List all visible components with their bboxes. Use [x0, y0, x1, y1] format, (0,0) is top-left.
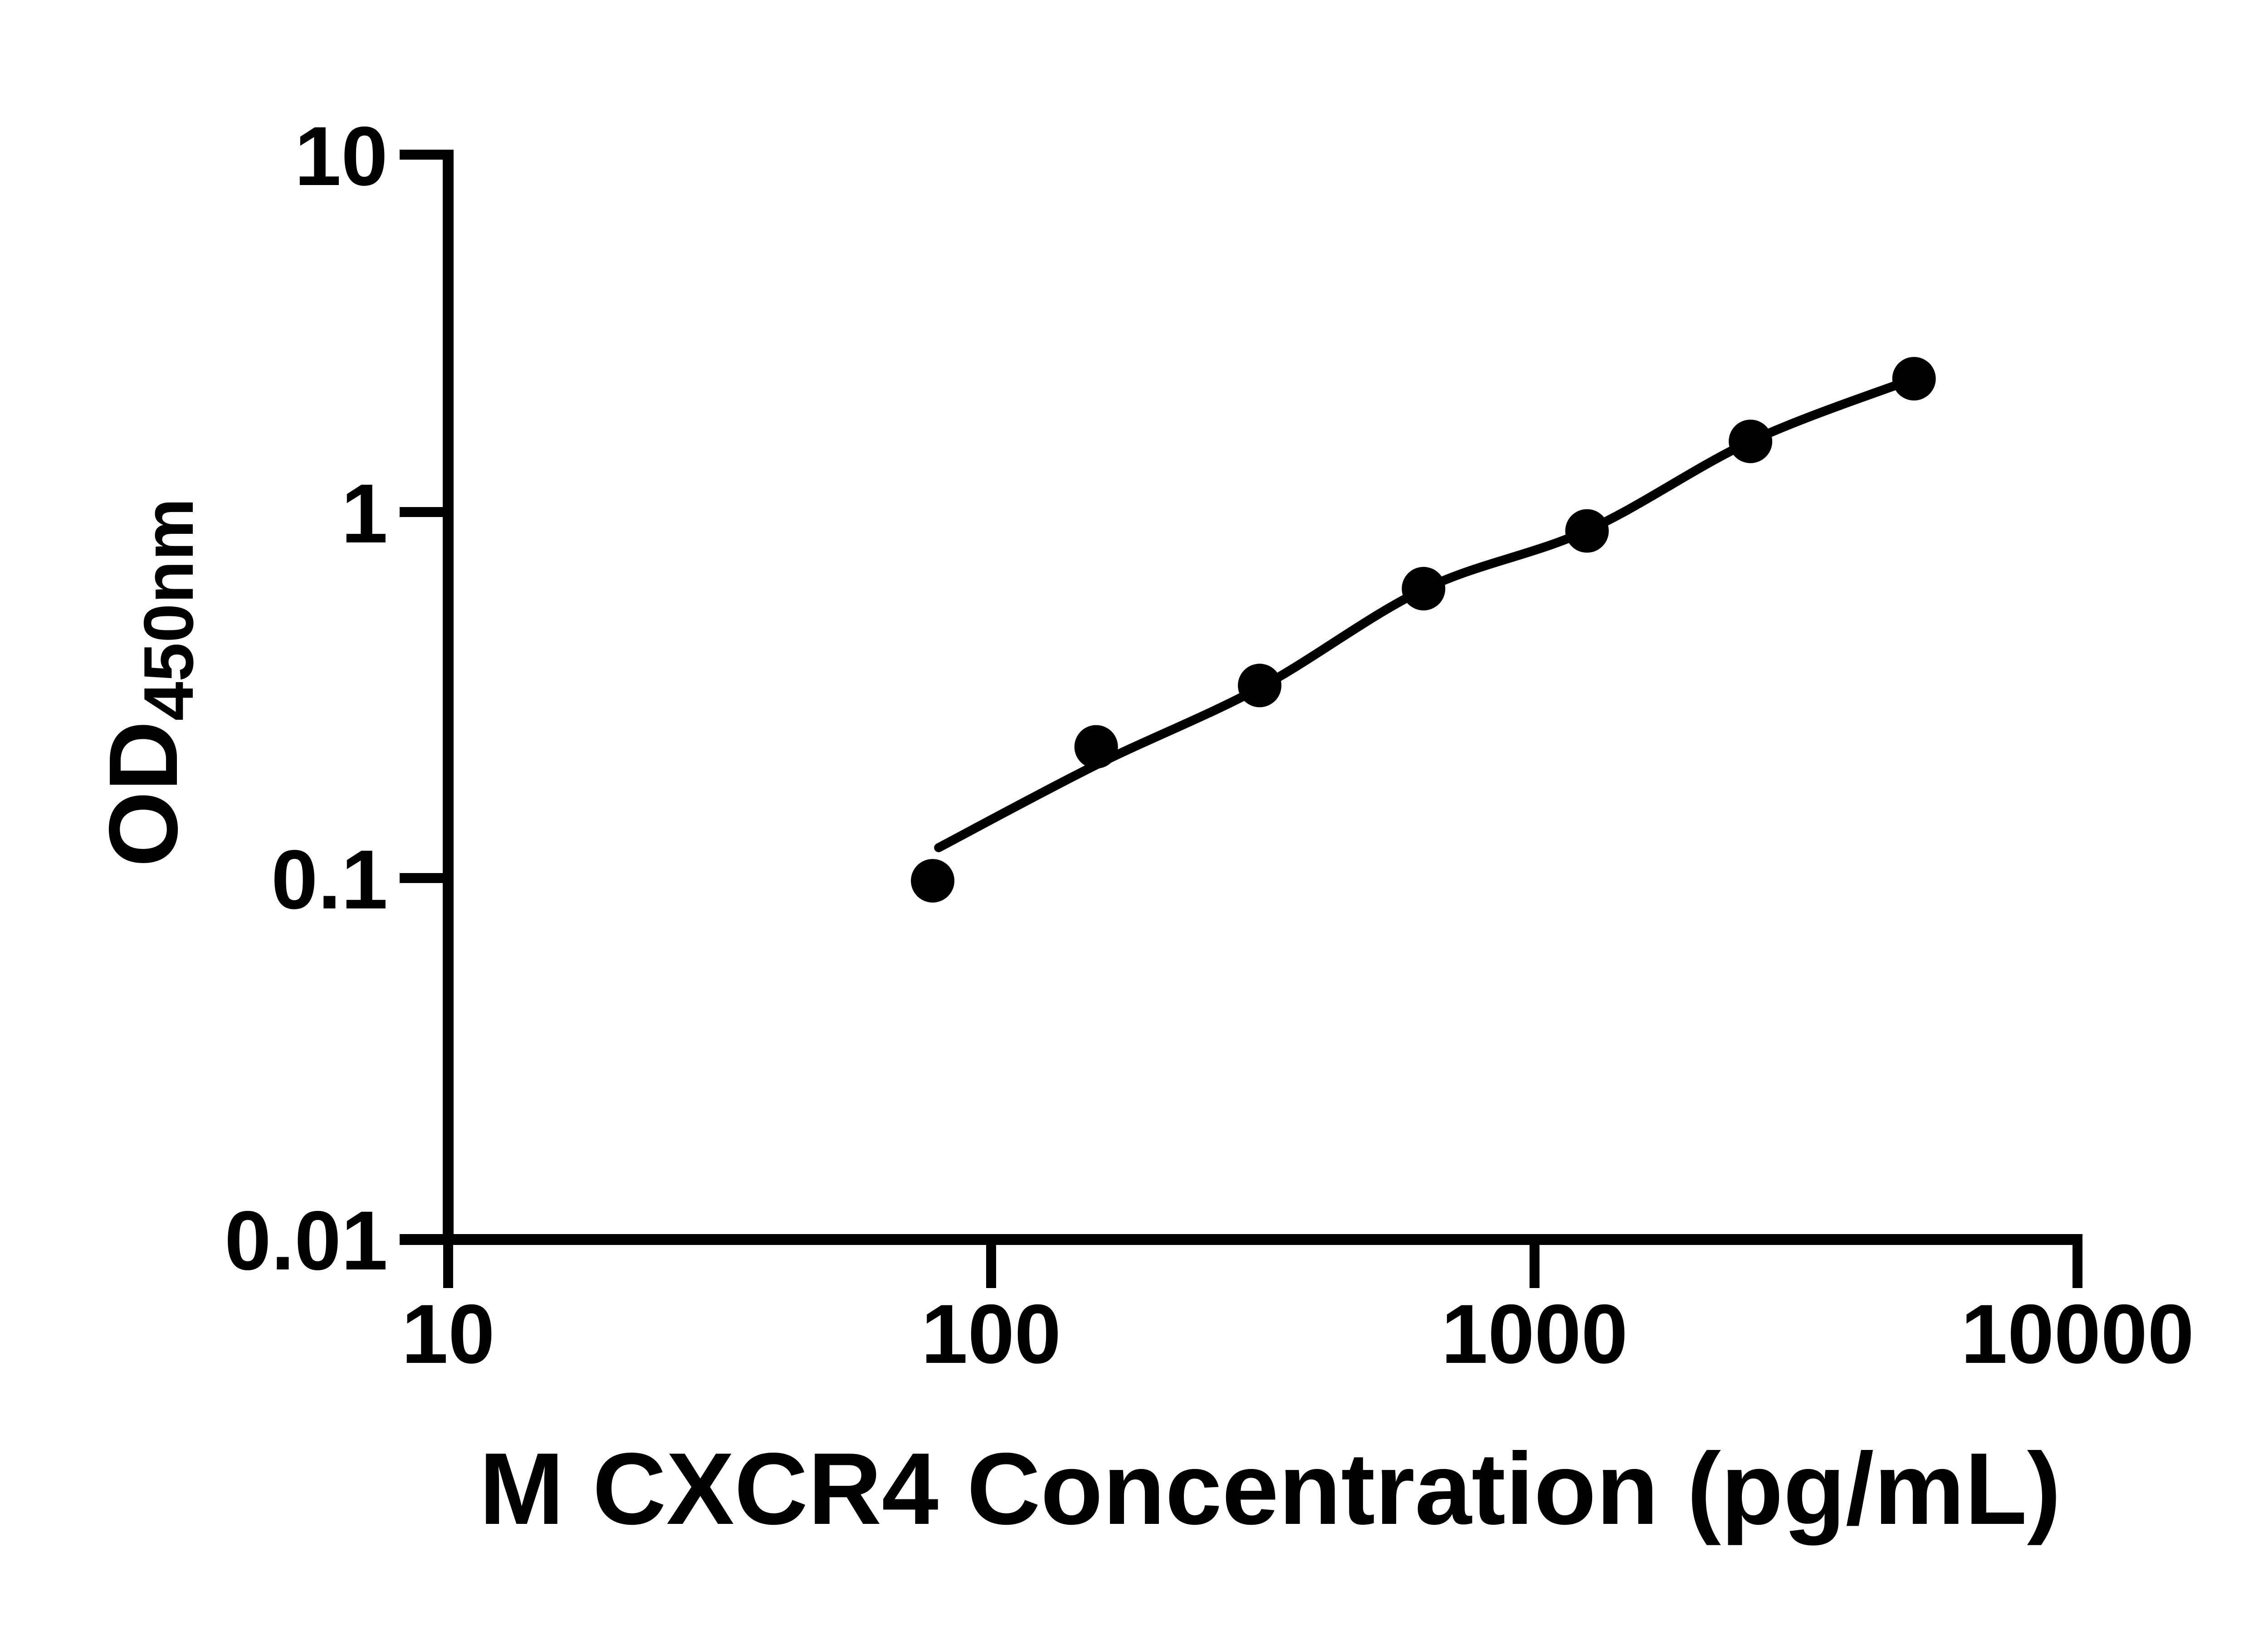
data-points: [911, 357, 1936, 903]
y-tick-label: 10: [294, 110, 388, 203]
y-axis-title-main: OD: [88, 721, 198, 867]
x-tick-10: [443, 1245, 453, 1288]
data-point: [1892, 357, 1936, 400]
y-axis-title-subscript: 450nm: [129, 498, 208, 721]
x-tick-1000: [1530, 1245, 1540, 1288]
x-tick-100: [986, 1245, 996, 1288]
y-tick-label: 0.01: [225, 1194, 388, 1288]
x-tick-label: 100: [921, 1288, 1061, 1381]
x-tick-label: 10: [401, 1288, 495, 1381]
x-tick-label: 1000: [1441, 1288, 1628, 1381]
data-point: [1238, 664, 1281, 708]
y-axis-line: [443, 150, 454, 1245]
data-point: [1565, 509, 1609, 553]
y-axis-title: OD450nm: [88, 498, 208, 867]
y-axis: 10 1 0.1 0.01 OD450nm: [88, 110, 454, 1288]
data-point: [1729, 420, 1773, 464]
data-point: [1402, 566, 1446, 610]
y-tick-label: 0.1: [271, 833, 388, 927]
y-tick-0.1: [400, 873, 443, 883]
y-tick-10: [400, 150, 443, 160]
data-point: [1074, 725, 1118, 769]
x-axis-title: M CXCR4 Concentration (pg/mL): [479, 1431, 2061, 1546]
x-axis-line: [400, 1234, 2082, 1245]
x-tick-10000: [2072, 1245, 2082, 1288]
y-tick-1: [400, 507, 443, 517]
x-tick-label: 10000: [1961, 1288, 2194, 1381]
y-tick-label: 1: [341, 467, 388, 561]
data-point: [911, 859, 955, 903]
x-axis: 10 100 1000 10000 M CXCR4 Concentration …: [400, 1234, 2194, 1546]
